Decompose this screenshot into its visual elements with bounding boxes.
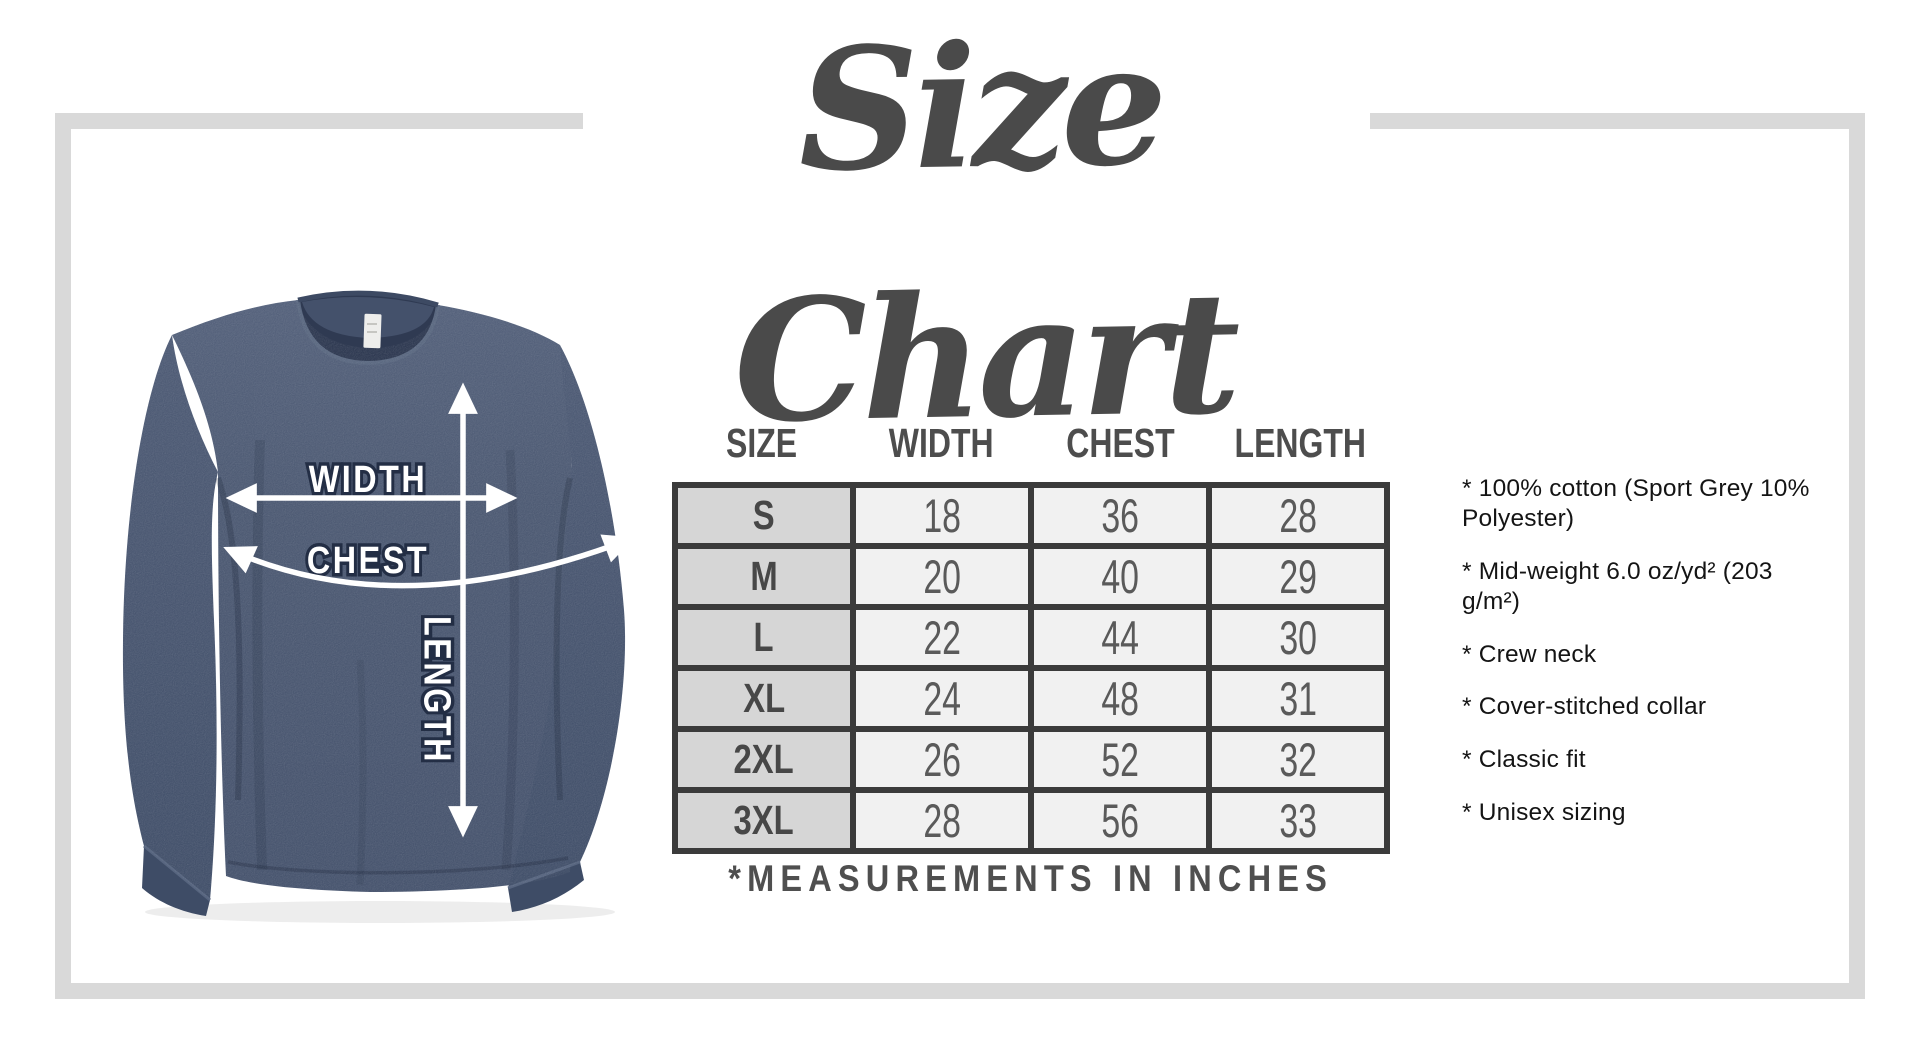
svg-text:WIDTH: WIDTH: [309, 459, 428, 501]
table-row: L 22 44 30: [672, 604, 1390, 671]
title-border-gap: [583, 100, 1370, 146]
header-width: WIDTH: [888, 420, 994, 466]
length-label: LENGTH: [413, 613, 461, 767]
feature-item: * Crew neck: [1462, 640, 1597, 668]
table-row: XL 24 48 31: [672, 665, 1390, 732]
size-cell: XL: [672, 665, 856, 732]
size-cell: M: [672, 543, 856, 610]
product-features: * 100% cotton (Sport Grey 10% Polyester)…: [1462, 474, 1820, 851]
size-cell: S: [672, 482, 856, 549]
chest-label: CHEST: [304, 536, 430, 584]
shirt-illustration: WIDTH CHEST LENGTH: [122, 290, 635, 923]
feature-item: * Mid-weight 6.0 oz/yd² (203 g/m²): [1462, 557, 1773, 615]
feature-item: * Classic fit: [1462, 746, 1586, 774]
width-label: WIDTH: [305, 455, 428, 503]
neck-label-tag: [363, 313, 382, 349]
size-cell: 2XL: [672, 726, 856, 793]
feature-item: * Unisex sizing: [1462, 799, 1626, 827]
shirt-shadow: [145, 901, 615, 923]
header-length: LENGTH: [1234, 420, 1366, 466]
table-row: S 18 36 28: [672, 482, 1390, 549]
header-chest: CHEST: [1066, 420, 1175, 466]
size-table-headers: SIZE WIDTH CHEST LENGTH: [672, 418, 1390, 470]
table-row: M 20 40 29: [672, 543, 1390, 610]
left-cuff: [142, 846, 210, 916]
chest-arrow: [223, 534, 635, 589]
measurements-footnote: *MEASUREMENTS IN INCHES: [728, 858, 1334, 899]
page-frame: [55, 113, 1865, 999]
right-cuff: [508, 862, 584, 912]
svg-text:CHEST: CHEST: [307, 540, 429, 582]
feature-item: * Cover-stitched collar: [1462, 693, 1707, 721]
table-row: 3XL 28 56 33: [672, 787, 1390, 854]
table-row: 2XL 26 52 32: [672, 726, 1390, 793]
svg-text:LENGTH: LENGTH: [416, 616, 458, 764]
header-size: SIZE: [726, 420, 798, 466]
size-cell: L: [672, 604, 856, 671]
page-title: Size Chart: [732, 4, 1237, 461]
size-table: S 18 36 28 M 20 40 29 L 22 44 30 XL 24 4…: [672, 482, 1390, 854]
feature-item: * 100% cotton (Sport Grey 10% Polyester): [1462, 475, 1810, 532]
shirt-photo: WIDTH CHEST LENGTH: [110, 240, 650, 930]
size-cell: 3XL: [672, 787, 856, 854]
